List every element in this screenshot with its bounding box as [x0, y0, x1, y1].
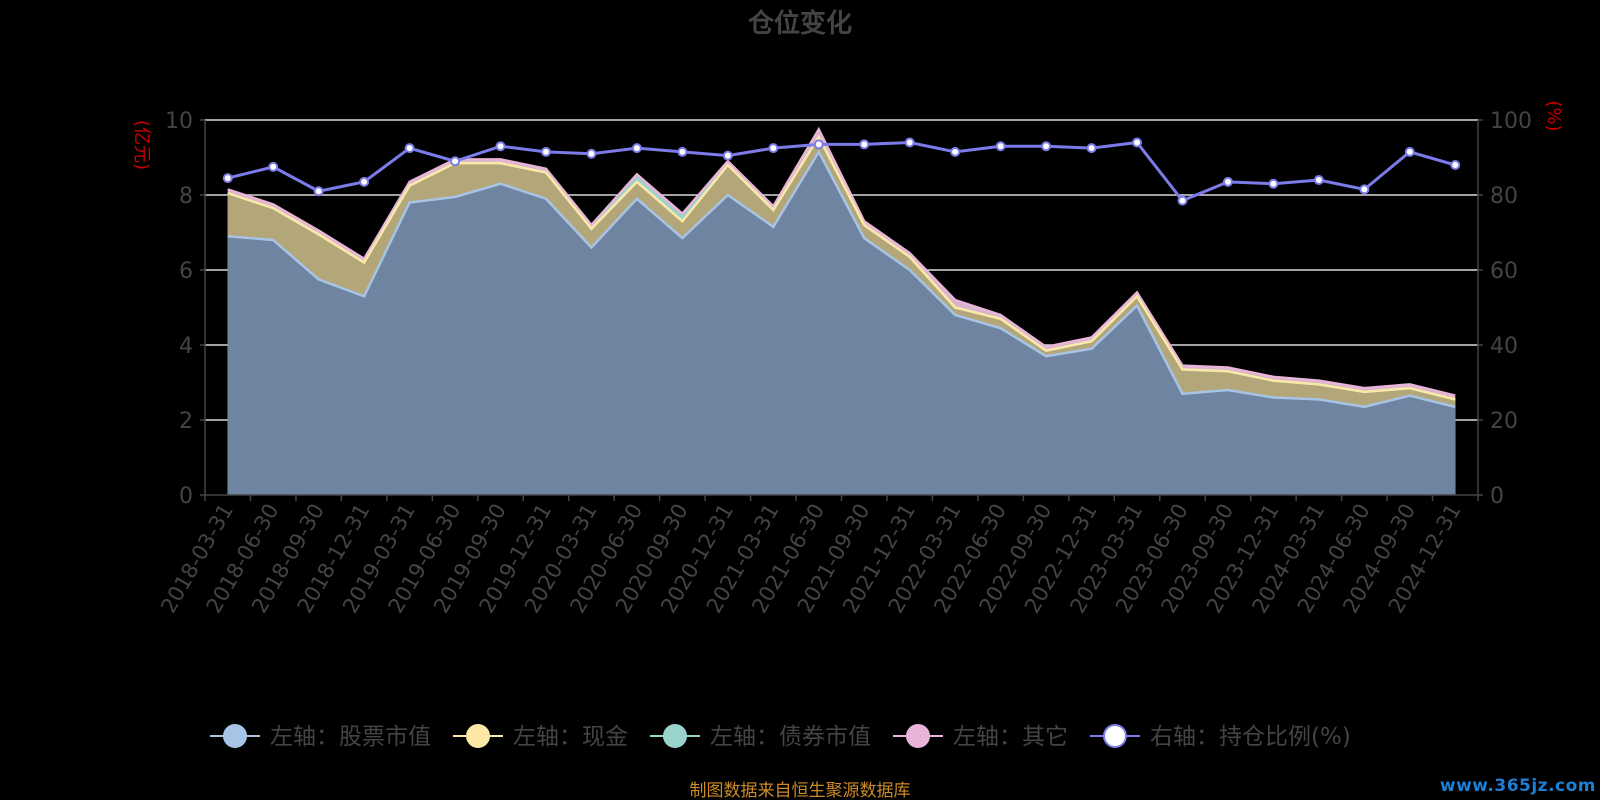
legend-marker	[663, 724, 687, 748]
legend-item: 右轴：持仓比例(%)	[1090, 724, 1351, 750]
legend-label: 左轴：现金	[513, 724, 628, 750]
ratio-point	[1313, 175, 1324, 185]
ratio-point	[1404, 146, 1415, 157]
legend-marker	[906, 724, 930, 748]
ratio-point	[1222, 176, 1233, 187]
ratio-point	[1268, 178, 1279, 189]
ratio-point	[359, 176, 370, 187]
chart-title: 仓位变化	[747, 8, 852, 39]
ratio-point	[495, 141, 506, 152]
series-line-1	[227, 149, 1456, 409]
ratio-point	[1132, 137, 1143, 148]
ratio-point	[1086, 143, 1097, 154]
legend-label: 左轴：债券市值	[710, 724, 871, 750]
right-tick-label: 40	[1490, 334, 1518, 359]
legend: 左轴：股票市值 左轴：现金 左轴：债券市值 左轴：其它 右轴：持仓比例(%)	[210, 724, 1351, 750]
ratio-point	[1177, 195, 1188, 206]
ratio-layer	[222, 137, 1461, 206]
source-note: 制图数据来自恒生聚源数据库	[690, 781, 911, 800]
ratio-point	[950, 146, 961, 157]
ratio-point	[450, 156, 461, 167]
right-tick-label: 60	[1490, 259, 1518, 284]
ratio-line	[227, 140, 1456, 203]
right-axis-name: (%)	[1543, 100, 1564, 131]
left-tick-label: 10	[165, 109, 193, 134]
left-tick-label: 4	[179, 334, 193, 359]
legend-label: 右轴：持仓比例(%)	[1150, 724, 1351, 750]
legend-marker	[466, 724, 490, 748]
ratio-point	[677, 146, 688, 157]
ratio-point	[313, 186, 324, 197]
legend-item: 左轴：现金	[453, 724, 628, 750]
area-layer	[227, 126, 1456, 495]
left-tick-label: 8	[179, 184, 193, 209]
ratio-point	[222, 173, 233, 184]
ratio-point	[768, 143, 779, 154]
legend-label: 左轴：其它	[953, 724, 1068, 750]
right-tick-label: 20	[1490, 409, 1518, 434]
ratio-point	[540, 146, 551, 157]
legend-item: 左轴：其它	[893, 724, 1068, 750]
ratio-point	[904, 137, 915, 148]
ratio-point	[813, 139, 824, 150]
right-tick-label: 100	[1490, 109, 1532, 134]
left-axis-name: (亿元)	[131, 120, 152, 170]
legend-marker	[223, 724, 247, 748]
legend-marker	[1103, 724, 1127, 748]
ratio-point	[859, 139, 870, 150]
ratio-point	[631, 143, 642, 154]
area-1	[227, 151, 1456, 495]
left-tick-label: 0	[179, 484, 193, 509]
left-tick-label: 6	[179, 259, 193, 284]
ratio-point	[586, 148, 597, 159]
ratio-point	[1359, 184, 1370, 195]
legend-label: 左轴：股票市值	[270, 724, 431, 750]
right-tick-label: 0	[1490, 484, 1504, 509]
watermark: www.365jz.com	[1439, 776, 1596, 796]
ratio-point	[1041, 141, 1052, 152]
right-tick-label: 80	[1490, 184, 1518, 209]
ratio-point	[268, 161, 279, 172]
ratio-point	[404, 143, 415, 154]
series-line-4	[227, 126, 1456, 397]
legend-item: 左轴：债券市值	[650, 724, 871, 750]
left-tick-label: 2	[179, 409, 193, 434]
series-line-2	[227, 134, 1456, 401]
legend-item: 左轴：股票市值	[210, 724, 431, 750]
ratio-point	[995, 141, 1006, 152]
ratio-point	[722, 150, 733, 161]
ratio-point	[1450, 160, 1461, 170]
